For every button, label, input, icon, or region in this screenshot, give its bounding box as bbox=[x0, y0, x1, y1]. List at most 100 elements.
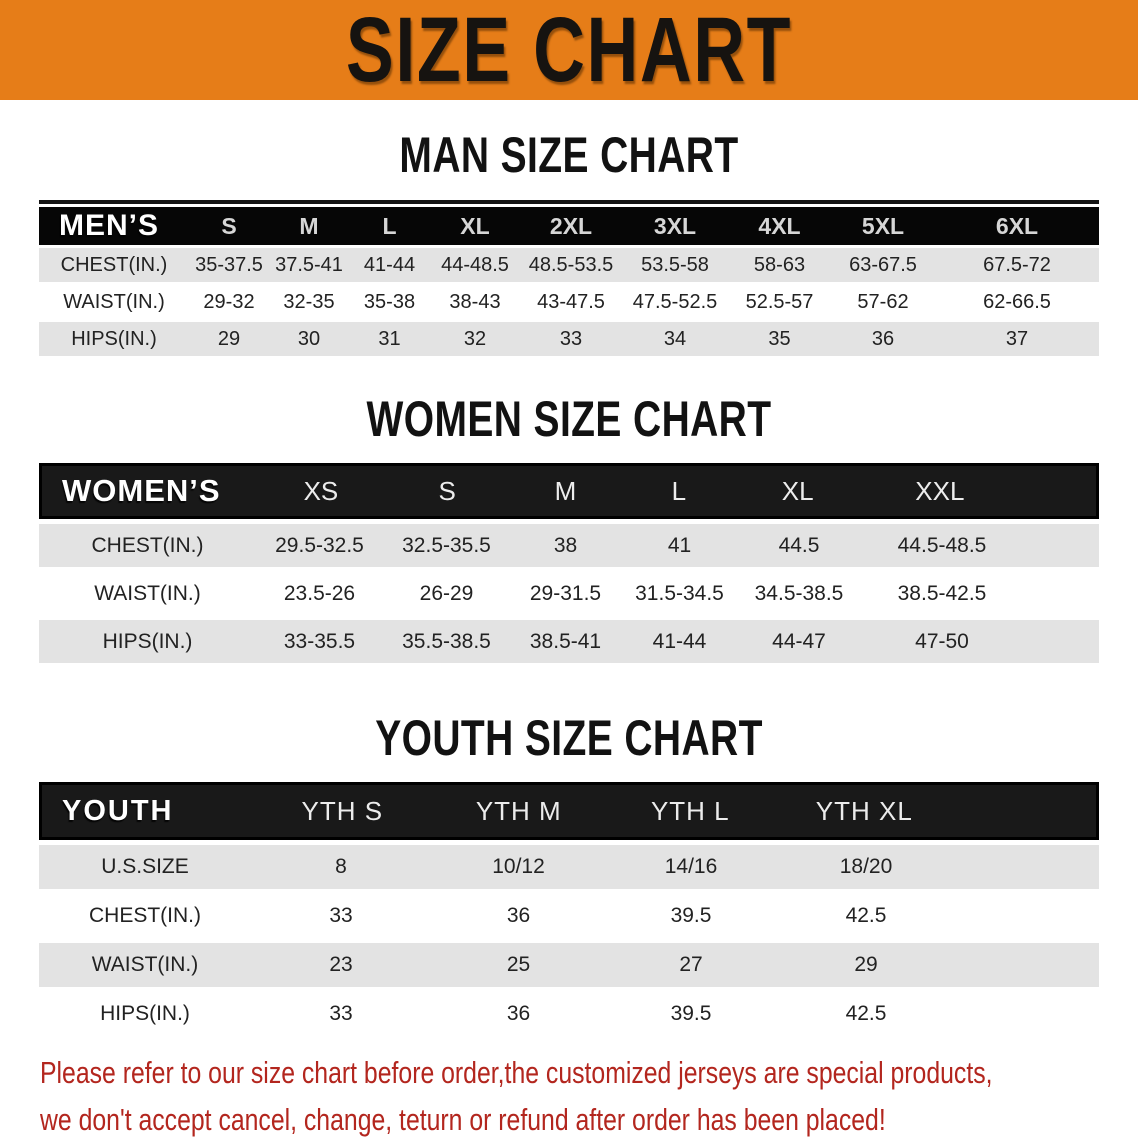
size-value-cell: 39.5 bbox=[606, 904, 776, 928]
size-value-cell: 44-48.5 bbox=[430, 254, 520, 277]
size-value-cell: 23.5-26 bbox=[256, 582, 383, 606]
women-size-chart-heading: WOMEN SIZE CHART bbox=[125, 390, 1013, 448]
size-value-cell: 67.5-72 bbox=[935, 254, 1099, 277]
size-value-cell: 31.5-34.5 bbox=[621, 582, 738, 606]
size-value-cell: 41-44 bbox=[621, 630, 738, 654]
size-value-cell: 32 bbox=[430, 328, 520, 351]
order-disclaimer: Please refer to our size chart before or… bbox=[40, 1050, 1138, 1143]
size-value-cell: 35-37.5 bbox=[189, 254, 269, 277]
size-value-cell: 31 bbox=[349, 328, 430, 351]
column-header: 5XL bbox=[831, 213, 935, 240]
column-header: 6XL bbox=[935, 213, 1099, 240]
size-value-cell: 39.5 bbox=[606, 1002, 776, 1026]
size-value-cell: 58-63 bbox=[728, 254, 831, 277]
row-label: WAIST(IN.) bbox=[39, 953, 251, 977]
size-value-cell: 29-31.5 bbox=[510, 582, 621, 606]
size-value-cell: 47.5-52.5 bbox=[622, 291, 728, 314]
column-header: M bbox=[269, 213, 349, 240]
size-value-cell: 42.5 bbox=[776, 1002, 956, 1026]
size-value-cell: 10/12 bbox=[431, 855, 606, 879]
disclaimer-line-2: we don't accept cancel, change, teturn o… bbox=[40, 1097, 918, 1143]
column-header: 3XL bbox=[622, 213, 728, 240]
size-value-cell: 41 bbox=[621, 534, 738, 558]
size-value-cell: 33-35.5 bbox=[256, 630, 383, 654]
size-value-cell: 62-66.5 bbox=[935, 291, 1099, 314]
size-value-cell: 33 bbox=[251, 1002, 431, 1026]
row-label: U.S.SIZE bbox=[39, 855, 251, 879]
size-value-cell: 57-62 bbox=[831, 291, 935, 314]
size-value-cell: 35-38 bbox=[349, 291, 430, 314]
size-value-cell: 37.5-41 bbox=[269, 254, 349, 277]
size-value-cell: 14/16 bbox=[606, 855, 776, 879]
row-label: CHEST(IN.) bbox=[39, 254, 189, 277]
men-size-chart-heading: MAN SIZE CHART bbox=[125, 126, 1013, 184]
size-value-cell: 8 bbox=[251, 855, 431, 879]
size-value-cell: 36 bbox=[431, 904, 606, 928]
size-value-cell: 29 bbox=[189, 328, 269, 351]
size-value-cell: 38.5-41 bbox=[510, 630, 621, 654]
column-header: XL bbox=[737, 476, 858, 507]
table-corner-label: MEN’S bbox=[39, 209, 189, 243]
size-value-cell: 23 bbox=[251, 953, 431, 977]
size-value-cell: 18/20 bbox=[776, 855, 956, 879]
column-header: YTH XL bbox=[775, 796, 954, 827]
size-value-cell: 30 bbox=[269, 328, 349, 351]
column-header: YTH L bbox=[606, 796, 775, 827]
size-value-cell: 33 bbox=[251, 904, 431, 928]
size-value-cell: 48.5-53.5 bbox=[520, 254, 622, 277]
size-value-cell: 47-50 bbox=[860, 630, 1024, 654]
column-header: 2XL bbox=[520, 213, 622, 240]
page-title: SIZE CHART bbox=[346, 0, 792, 103]
disclaimer-line-1: Please refer to our size chart before or… bbox=[40, 1050, 918, 1097]
size-value-cell: 27 bbox=[606, 953, 776, 977]
table-corner-label: WOMEN’S bbox=[42, 473, 258, 509]
column-header: YTH S bbox=[253, 796, 432, 827]
size-value-cell: 25 bbox=[431, 953, 606, 977]
size-value-cell: 36 bbox=[431, 1002, 606, 1026]
column-header: S bbox=[384, 476, 510, 507]
size-value-cell: 32.5-35.5 bbox=[383, 534, 510, 558]
row-label: CHEST(IN.) bbox=[39, 534, 256, 558]
column-header: 4XL bbox=[728, 213, 831, 240]
youth-size-chart-heading: YOUTH SIZE CHART bbox=[125, 709, 1013, 767]
column-header: S bbox=[189, 213, 269, 240]
size-value-cell: 38 bbox=[510, 534, 621, 558]
size-value-cell: 29 bbox=[776, 953, 956, 977]
size-value-cell: 52.5-57 bbox=[728, 291, 831, 314]
column-header: XL bbox=[430, 213, 520, 240]
size-value-cell: 26-29 bbox=[383, 582, 510, 606]
column-header: XS bbox=[258, 476, 384, 507]
column-header: YTH M bbox=[432, 796, 606, 827]
size-value-cell: 37 bbox=[935, 328, 1099, 351]
row-label: HIPS(IN.) bbox=[39, 630, 256, 654]
size-value-cell: 32-35 bbox=[269, 291, 349, 314]
size-value-cell: 53.5-58 bbox=[622, 254, 728, 277]
size-value-cell: 38-43 bbox=[430, 291, 520, 314]
column-header: M bbox=[510, 476, 620, 507]
row-label: HIPS(IN.) bbox=[39, 1002, 251, 1026]
table-top-rule bbox=[39, 200, 1099, 204]
size-value-cell: 44.5-48.5 bbox=[860, 534, 1024, 558]
row-label: CHEST(IN.) bbox=[39, 904, 251, 928]
table-corner-label: YOUTH bbox=[42, 795, 253, 828]
column-header: L bbox=[349, 213, 430, 240]
size-value-cell: 43-47.5 bbox=[520, 291, 622, 314]
column-header: XXL bbox=[858, 476, 1021, 507]
